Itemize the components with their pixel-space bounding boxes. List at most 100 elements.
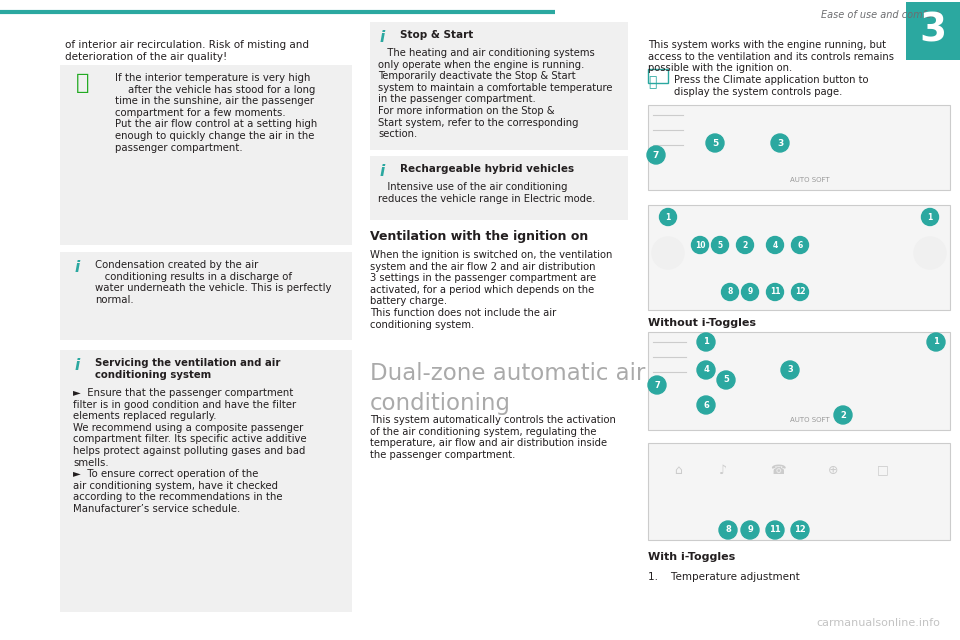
Text: ♪: ♪ (719, 463, 727, 477)
Circle shape (736, 237, 754, 253)
Text: 1.    Temperature adjustment: 1. Temperature adjustment (648, 572, 800, 582)
Text: 8: 8 (725, 525, 731, 534)
Text: 5: 5 (717, 241, 723, 250)
Text: The heating and air conditioning systems
only operate when the engine is running: The heating and air conditioning systems… (378, 48, 612, 139)
Circle shape (834, 406, 852, 424)
Text: Stop & Start: Stop & Start (400, 30, 473, 40)
Text: This system automatically controls the activation
of the air conditioning system: This system automatically controls the a… (370, 415, 616, 460)
Bar (60, 65, 352, 245)
Text: AUTO SOFT: AUTO SOFT (790, 177, 829, 183)
Text: Servicing the ventilation and air
conditioning system: Servicing the ventilation and air condit… (95, 358, 280, 380)
Circle shape (922, 209, 939, 225)
Circle shape (722, 284, 738, 301)
Text: 8: 8 (728, 287, 732, 296)
Text: 12: 12 (794, 525, 805, 534)
Circle shape (697, 396, 715, 414)
Text: Without i-Toggles: Without i-Toggles (648, 318, 756, 328)
Circle shape (717, 371, 735, 389)
Text: 🌲: 🌲 (76, 73, 89, 93)
Text: Ventilation with the ignition on: Ventilation with the ignition on (370, 230, 588, 243)
Text: 11: 11 (770, 287, 780, 296)
Text: With i-Toggles: With i-Toggles (648, 552, 735, 562)
Circle shape (711, 237, 729, 253)
Bar (370, 156, 628, 220)
Bar (648, 332, 950, 430)
Text: 7: 7 (654, 381, 660, 390)
Text: 5: 5 (723, 376, 729, 385)
Circle shape (791, 284, 808, 301)
Text: carmanualsonline.info: carmanualsonline.info (816, 618, 940, 628)
Text: 1: 1 (703, 337, 708, 346)
Circle shape (647, 146, 665, 164)
Text: Dual-zone automatic air: Dual-zone automatic air (370, 362, 645, 385)
Text: This system works with the engine running, but
access to the ventilation and its: This system works with the engine runnin… (648, 40, 894, 73)
Circle shape (741, 284, 758, 301)
Text: □: □ (877, 463, 889, 477)
Text: 3: 3 (777, 138, 783, 147)
Bar (648, 105, 950, 190)
Circle shape (648, 376, 666, 394)
Text: 6: 6 (798, 241, 803, 250)
Bar (370, 22, 628, 150)
Circle shape (781, 361, 799, 379)
Circle shape (652, 237, 684, 269)
Text: 10: 10 (695, 241, 706, 250)
Text: conditioning: conditioning (370, 392, 511, 415)
Text: 3: 3 (920, 12, 947, 50)
Circle shape (791, 521, 809, 539)
Text: If the interior temperature is very high
    after the vehicle has stood for a l: If the interior temperature is very high… (115, 73, 317, 152)
Circle shape (766, 521, 784, 539)
Circle shape (697, 333, 715, 351)
Text: 1: 1 (927, 212, 932, 221)
Text: 4: 4 (703, 365, 708, 374)
Text: ►  Ensure that the passenger compartment
filter is in good condition and have th: ► Ensure that the passenger compartment … (73, 388, 306, 514)
Text: 11: 11 (769, 525, 780, 534)
Text: 4: 4 (773, 241, 778, 250)
Text: i: i (379, 30, 385, 45)
Text: 2: 2 (742, 241, 748, 250)
Text: AUTO SOFT: AUTO SOFT (790, 417, 829, 423)
Circle shape (691, 237, 708, 253)
Circle shape (914, 237, 946, 269)
Bar (648, 69, 668, 83)
Circle shape (927, 333, 945, 351)
Bar (60, 252, 352, 340)
Circle shape (771, 134, 789, 152)
Text: of interior air recirculation. Risk of misting and
deterioration of the air qual: of interior air recirculation. Risk of m… (65, 40, 309, 61)
Circle shape (741, 521, 759, 539)
Text: 12: 12 (795, 287, 805, 296)
Text: 1: 1 (665, 212, 671, 221)
Circle shape (791, 237, 808, 253)
Text: ⌂: ⌂ (674, 463, 682, 477)
Circle shape (766, 237, 783, 253)
Bar (648, 205, 950, 310)
Text: i: i (74, 260, 80, 275)
Text: ☎: ☎ (770, 463, 786, 477)
Text: Ease of use and comfort: Ease of use and comfort (821, 10, 940, 20)
Circle shape (697, 361, 715, 379)
Circle shape (719, 521, 737, 539)
Circle shape (766, 284, 783, 301)
Text: i: i (74, 358, 80, 373)
Circle shape (706, 134, 724, 152)
Text: ⊕: ⊕ (828, 463, 838, 477)
Text: 3: 3 (787, 365, 793, 374)
Text: ⛺: ⛺ (648, 75, 657, 89)
Text: i: i (379, 164, 385, 179)
Circle shape (660, 209, 677, 225)
Text: When the ignition is switched on, the ventilation
system and the air flow 2 and : When the ignition is switched on, the ve… (370, 250, 612, 330)
Text: Intensive use of the air conditioning
reduces the vehicle range in Electric mode: Intensive use of the air conditioning re… (378, 182, 595, 204)
Text: Rechargeable hybrid vehicles: Rechargeable hybrid vehicles (400, 164, 574, 174)
Text: 1: 1 (933, 337, 939, 346)
Bar (648, 443, 950, 540)
Bar (906, 2, 960, 60)
Text: 9: 9 (748, 287, 753, 296)
Text: 5: 5 (712, 138, 718, 147)
Text: 9: 9 (747, 525, 753, 534)
Bar (60, 350, 352, 612)
Text: 6: 6 (703, 401, 708, 410)
Text: 2: 2 (840, 410, 846, 419)
Text: Press the Climate application button to
display the system controls page.: Press the Climate application button to … (674, 75, 869, 97)
Text: 7: 7 (653, 150, 660, 159)
Text: Condensation created by the air
   conditioning results in a discharge of
water : Condensation created by the air conditio… (95, 260, 331, 305)
